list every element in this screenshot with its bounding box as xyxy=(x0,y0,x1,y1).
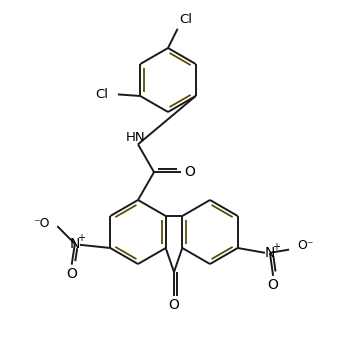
Text: Cl: Cl xyxy=(180,13,193,26)
Text: O⁻: O⁻ xyxy=(297,239,314,252)
Text: +: + xyxy=(272,242,280,252)
Text: +: + xyxy=(77,233,85,243)
Text: O: O xyxy=(169,298,180,312)
Text: N: N xyxy=(70,237,80,251)
Text: ⁻O: ⁻O xyxy=(33,217,49,230)
Text: N: N xyxy=(265,246,275,260)
Text: O: O xyxy=(268,278,279,292)
Text: HN: HN xyxy=(126,131,146,144)
Text: Cl: Cl xyxy=(95,88,108,101)
Text: O: O xyxy=(66,266,77,281)
Text: O: O xyxy=(184,165,195,179)
